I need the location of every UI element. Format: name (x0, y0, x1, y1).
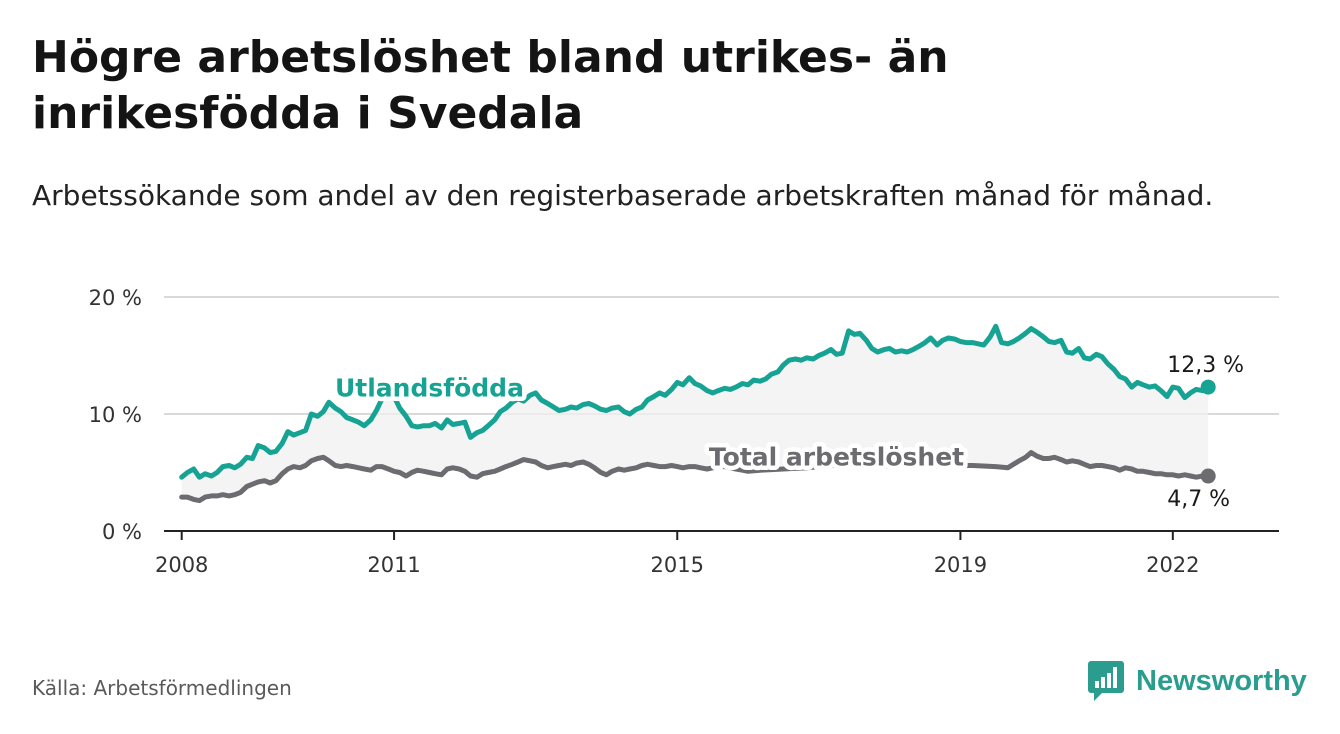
x-tick-label: 2008 (155, 553, 208, 577)
brand-name: Newsworthy (1136, 664, 1307, 697)
series-line (179, 450, 1211, 504)
series-line (179, 323, 1211, 480)
chart-logo-icon (1088, 661, 1124, 701)
y-tick-label: 20 % (89, 286, 142, 310)
chart-title: Högre arbetslöshet bland utrikes- än inr… (32, 32, 949, 139)
series-name-label: Total arbetslöshet (709, 442, 964, 471)
axis-layer: 0 % 10 % 20 % 2008 2011 2015 2019 2022 (89, 286, 1279, 577)
series-end-point (1200, 379, 1216, 395)
newsworthy-logo: Newsworthy (1088, 661, 1307, 701)
end-value-label: 12,3 % (1167, 353, 1244, 378)
x-tick-label: 2022 (1146, 553, 1199, 577)
series-name-label: Utlandsfödda (335, 373, 524, 402)
y-tick-label: 0 % (102, 520, 142, 544)
x-tick-label: 2011 (367, 553, 420, 577)
y-tick-label: 10 % (89, 403, 142, 427)
end-value-label: 4,7 % (1167, 487, 1230, 512)
gap-band (181, 326, 1209, 501)
source-note: Källa: Arbetsförmedlingen (32, 676, 292, 700)
x-tick-label: 2019 (934, 553, 987, 577)
chart-subtitle: Arbetssökande som andel av den registerb… (32, 179, 1214, 212)
series-layer (179, 323, 1216, 504)
label-layer: 12,3 % Utlandsfödda 4,7 % Total arbetslöshe… (330, 353, 1244, 512)
series-end-point (1200, 468, 1216, 484)
line-chart: 0 % 10 % 20 % 2008 2011 2015 2019 2022 12,3 % Ut… (89, 286, 1279, 577)
band-layer (181, 326, 1209, 501)
x-tick-label: 2015 (651, 553, 704, 577)
